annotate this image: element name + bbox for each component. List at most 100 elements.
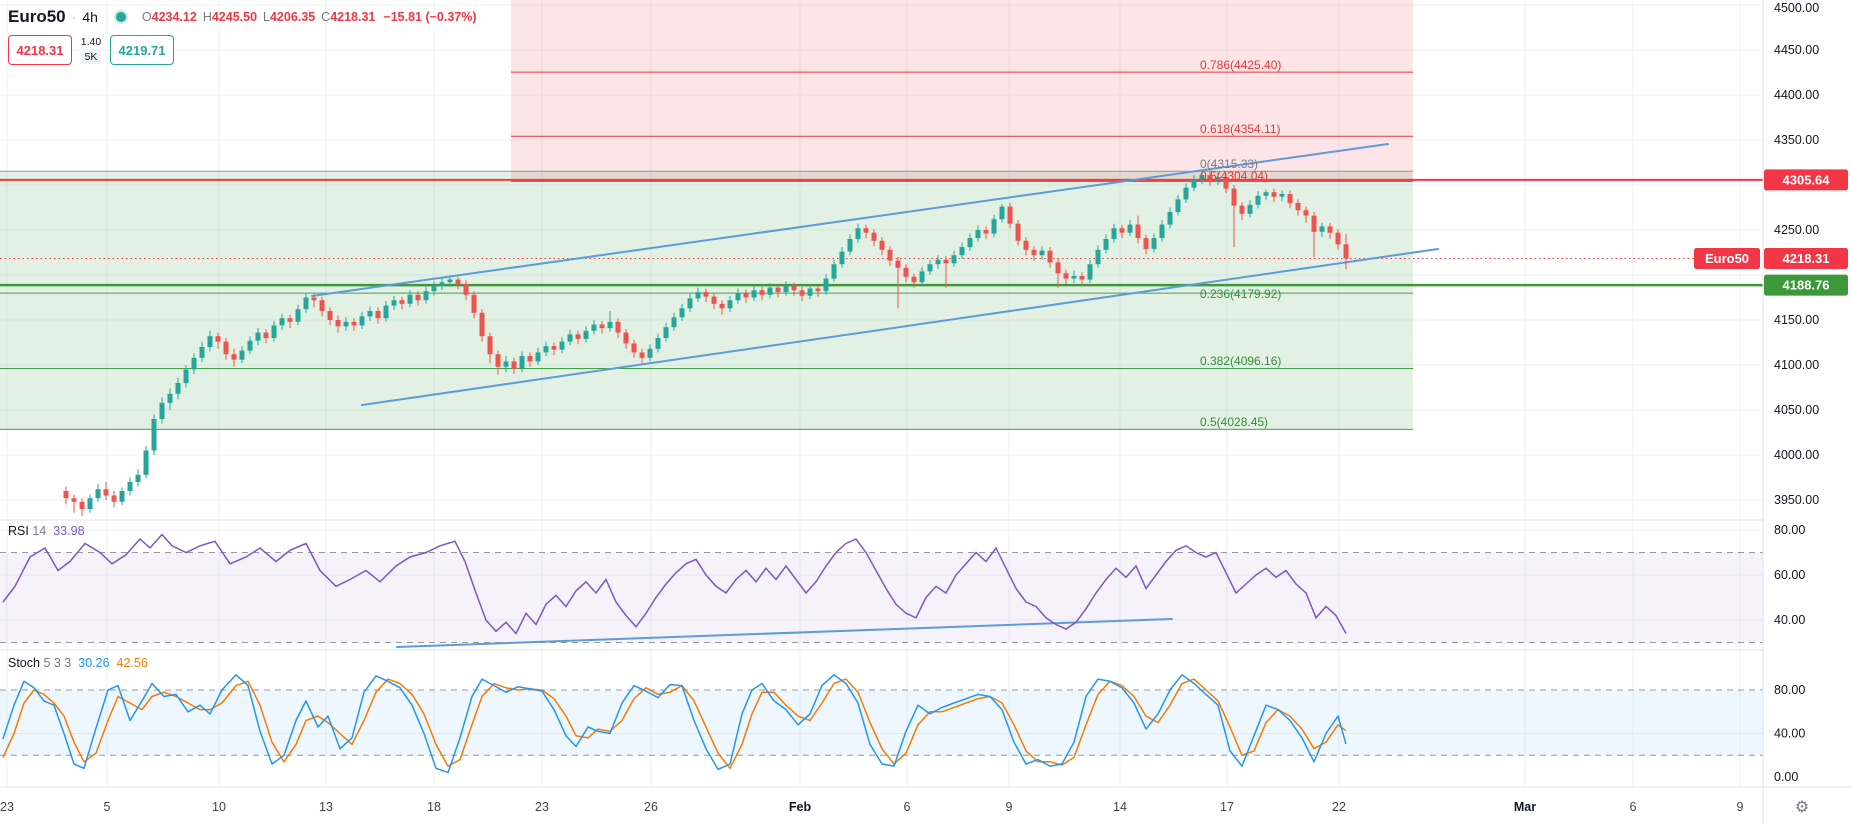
candle-body: [687, 298, 693, 309]
candle-body: [495, 354, 501, 367]
candle-body: [967, 238, 973, 248]
stoch-tick-label: 40.00: [1774, 727, 1805, 741]
candle-body: [1103, 239, 1109, 250]
candle-body: [1007, 206, 1013, 224]
price-tick-label: 4150.00: [1774, 313, 1819, 327]
candle-body: [919, 271, 925, 283]
candle-body: [1143, 238, 1149, 249]
candle-body: [1167, 212, 1173, 225]
candle-body: [159, 402, 165, 419]
timeframe-label[interactable]: 4h: [82, 9, 98, 25]
stoch-tick-label: 0.00: [1774, 770, 1798, 784]
trendline[interactable]: [311, 143, 1389, 297]
rsi-band: [0, 552, 1763, 643]
candle-body: [463, 284, 469, 295]
low-label: L: [263, 10, 270, 24]
candle-body: [87, 498, 93, 509]
candle-body: [383, 305, 389, 319]
stoch-indicator-name[interactable]: Stoch 5 3 3: [8, 656, 72, 670]
candle-body: [343, 321, 349, 327]
candle-body: [871, 232, 877, 241]
trendline[interactable]: [361, 248, 1439, 406]
stoch-k-value: 30.26: [78, 656, 110, 670]
candle-body: [479, 312, 485, 337]
time-tick-label[interactable]: 22: [1332, 800, 1346, 814]
close-label: C: [321, 10, 331, 24]
candle-body: [1207, 175, 1213, 181]
candle-body: [431, 285, 437, 292]
symbol-title[interactable]: Euro50: [8, 7, 66, 26]
candle-body: [1311, 215, 1317, 232]
time-tick-label[interactable]: 23: [535, 800, 549, 814]
fib-label: 0.786(4425.40): [1200, 58, 1281, 72]
close-value: 4218.31: [330, 10, 376, 24]
time-tick-label[interactable]: 26: [644, 800, 658, 814]
candle-body: [239, 350, 245, 360]
candle-body: [927, 264, 933, 272]
candle-body: [135, 474, 141, 482]
price-tick-label: 4450.00: [1774, 43, 1819, 57]
candle-body: [103, 489, 109, 496]
candle-body: [1319, 226, 1325, 232]
timezone-settings-gear-icon[interactable]: ⚙: [1795, 799, 1809, 816]
candle-body: [911, 276, 917, 283]
candle-body: [327, 311, 333, 320]
candle-body: [1135, 224, 1141, 239]
candle-body: [983, 230, 989, 234]
time-tick-label[interactable]: 10: [212, 800, 226, 814]
candle-body: [423, 291, 429, 301]
candle-body: [375, 311, 381, 319]
time-tick-label[interactable]: 17: [1220, 800, 1234, 814]
candle-body: [767, 287, 773, 295]
time-tick-label[interactable]: 6: [1630, 800, 1637, 814]
rsi-line: [2, 533, 1347, 635]
time-tick-label[interactable]: 9: [1006, 800, 1013, 814]
time-tick-label[interactable]: 6: [904, 800, 911, 814]
candle-body: [407, 294, 413, 304]
sell-button[interactable]: 4218.31: [8, 35, 72, 65]
time-tick-label[interactable]: Feb: [789, 800, 812, 814]
candle-body: [863, 228, 869, 233]
candle-body: [959, 247, 965, 256]
candle-body: [703, 292, 709, 297]
fib-label: 0.5(4028.45): [1200, 415, 1268, 429]
candle-body: [1295, 203, 1301, 211]
candle-body: [415, 294, 421, 301]
candle-body: [1223, 176, 1229, 189]
candle-body: [999, 206, 1005, 220]
rsi-trendline[interactable]: [396, 618, 1173, 648]
time-tick-label[interactable]: Mar: [1514, 800, 1536, 814]
candle-body: [711, 296, 717, 304]
buy-button[interactable]: 4219.71: [110, 35, 174, 65]
candle-body: [575, 334, 581, 339]
last-price-tag-bg: [1764, 248, 1848, 270]
ohlc-readout: O4234.12 H4245.50 L4206.35 C4218.31 −15.…: [142, 10, 477, 24]
rsi-indicator-name[interactable]: RSI 14: [8, 524, 47, 538]
price-tick-label: 4100.00: [1774, 358, 1819, 372]
price-tick-label: 4350.00: [1774, 133, 1819, 147]
candle-body: [623, 332, 629, 344]
ask-price: 4219.71: [118, 42, 166, 58]
time-tick-label[interactable]: 23: [0, 800, 14, 814]
candle-body: [503, 361, 509, 367]
low-value: 4206.35: [269, 10, 316, 24]
rsi-tick-label: 40.00: [1774, 613, 1805, 627]
time-tick-label[interactable]: 5: [104, 800, 111, 814]
candle-body: [279, 318, 285, 326]
candle-body: [471, 294, 477, 313]
time-tick-label[interactable]: 14: [1113, 800, 1127, 814]
candle-body: [207, 336, 213, 347]
candle-body: [295, 309, 301, 322]
time-tick-label[interactable]: 18: [427, 800, 441, 814]
bid-price: 4218.31: [16, 42, 64, 58]
candle-body: [1215, 176, 1221, 181]
price-tag-4188.76: 4188.76: [1783, 278, 1830, 293]
market-status-icon: [115, 12, 126, 22]
candle-body: [1055, 262, 1061, 274]
price-tag-4188.76-bg: [1764, 274, 1848, 296]
time-tick-label[interactable]: 13: [319, 800, 333, 814]
fib-label: 0.236(4179.92): [1200, 287, 1281, 301]
time-tick-label[interactable]: 9: [1737, 800, 1744, 814]
price-axis-background[interactable]: [1763, 0, 1852, 824]
candle-body: [903, 267, 909, 277]
